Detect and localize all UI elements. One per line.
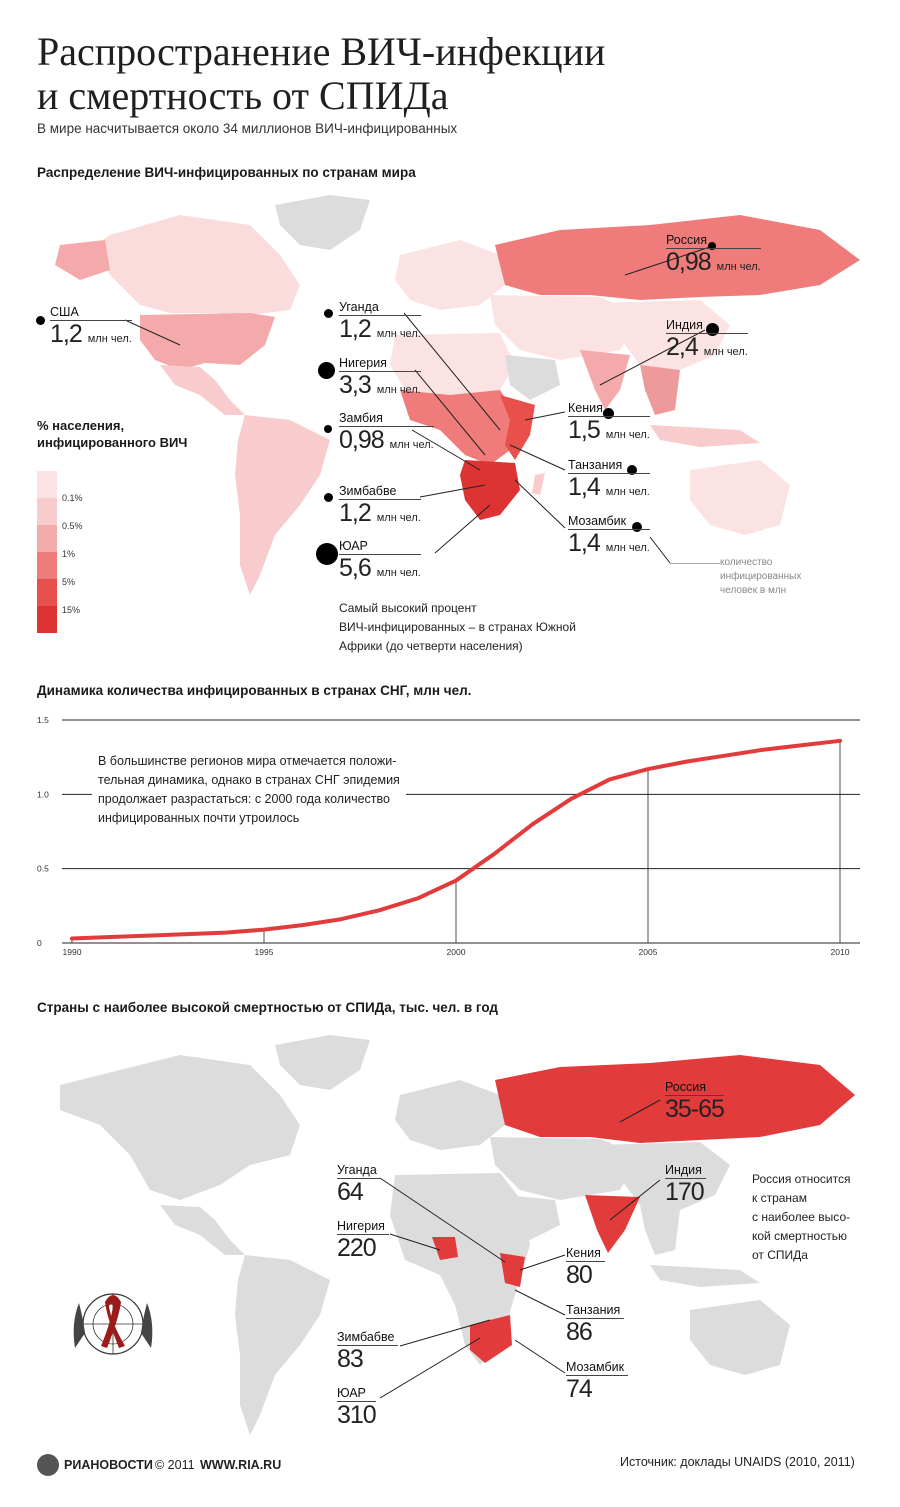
south-america-shape (235, 1255, 330, 1435)
arabia-shape (505, 355, 560, 400)
cis-chart-note: В большинстве регионов мира отмечается п… (92, 748, 406, 832)
footer-url[interactable]: WWW.RIA.RU (200, 1458, 282, 1472)
europe-shape (395, 1080, 505, 1150)
map2-section-title: Страны с наиболее высокой смертностью от… (37, 1000, 499, 1015)
y-tick-label: 1.0 (37, 789, 49, 799)
y-tick-label: 0 (37, 938, 42, 948)
southeast-asia-shape (640, 1205, 680, 1255)
m2-label-russia: Россия 35-65 (665, 1080, 725, 1123)
m2-label-uganda: Уганда 64 (337, 1163, 381, 1205)
legend-swatch-0 (37, 471, 57, 498)
x-tick-label: 1990 (63, 947, 82, 957)
east-africa-shape (500, 1253, 525, 1287)
m2-label-tanzania: Танзания 86 (566, 1303, 625, 1345)
australia-shape (690, 1300, 790, 1375)
india-dot (706, 323, 719, 336)
zimbabwe-dot (324, 493, 333, 502)
madagascar-shape (532, 473, 545, 495)
label-zimbabwe: Зимбабве 1,2 млн чел. (339, 484, 421, 527)
map1-section-title: Распределение ВИЧ-инфицированных по стра… (37, 165, 416, 180)
east-africa-shape (500, 395, 535, 460)
cis-chart-title: Динамика количества инфицированных в стр… (37, 683, 472, 698)
legend-swatch-1 (37, 498, 57, 525)
page-title: Распространение ВИЧ-инфекции и смертност… (37, 30, 797, 118)
rsa-dot (316, 543, 338, 565)
color-legend-title: % населения, инфицированного ВИЧ (37, 418, 188, 450)
dot-legend-line (670, 563, 720, 564)
central-america-shape (160, 1205, 245, 1255)
mozambique-dot (632, 522, 642, 532)
tanzania-dot (627, 465, 637, 475)
usa-shape (140, 313, 275, 370)
m2-label-india: Индия 170 (665, 1163, 706, 1205)
india-shape (585, 1195, 640, 1253)
label-uganda: Уганда 1,2 млн чел. (339, 300, 421, 343)
southern-africa-shape (460, 460, 520, 520)
m2-label-nigeria: Нигерия 220 (337, 1219, 389, 1261)
central-asia-shape (490, 1137, 640, 1200)
dot-legend: количество инфицированных человек в млн (720, 557, 802, 596)
ria-logo-icon (37, 1454, 59, 1476)
legend-label-2: 1% (62, 549, 76, 559)
label-mozambique: Мозамбик 1,4 млн чел. (568, 514, 650, 557)
south-america-shape (235, 415, 330, 595)
legend-swatch-2 (37, 525, 57, 552)
nigeria-dot (318, 362, 335, 379)
map1-note: Самый высокий процент ВИЧ-инфицированных… (339, 601, 576, 653)
label-kenya: Кения 1,5 млн чел. (568, 401, 650, 444)
m2-label-zimbabwe: Зимбабве 83 (337, 1330, 399, 1372)
x-tick-label: 2000 (447, 947, 466, 957)
y-tick-label: 0.5 (37, 864, 49, 874)
x-tick-label: 2005 (639, 947, 658, 957)
footer-copyright: © 2011 (155, 1458, 195, 1472)
x-tick-label: 1995 (255, 947, 274, 957)
title-line-1: Распространение ВИЧ-инфекции (37, 29, 606, 74)
north-america-shape (95, 215, 300, 315)
usa-dot (36, 316, 45, 325)
legend-swatch-5 (37, 606, 57, 633)
north-america-shape (60, 1055, 300, 1200)
legend-label-0: 0.1% (62, 493, 83, 503)
title-line-2: и смертность от СПИДа (37, 73, 449, 118)
russia-dot (708, 242, 716, 250)
map2-note: Россия относится к странам с наиболее вы… (752, 1172, 851, 1262)
greenland-shape (275, 1035, 370, 1090)
m2-label-mozambique: Мозамбик 74 (566, 1360, 629, 1402)
label-zambia: Замбия 0,98 млн чел. (339, 411, 434, 454)
arabia-shape (505, 1195, 560, 1240)
m2-label-rsa: ЮАР 310 (337, 1386, 377, 1429)
alaska-shape (55, 240, 110, 280)
indonesia-shape (650, 425, 760, 447)
indonesia-shape (650, 1265, 760, 1287)
m2-label-kenya: Кения 80 (566, 1246, 605, 1288)
label-nigeria: Нигерия 3,3 млн чел. (339, 356, 421, 399)
legend-label-4: 15% (62, 605, 81, 615)
legend-swatch-4 (37, 579, 57, 606)
label-india: Индия 2,4 млн чел. (666, 318, 748, 361)
series-line (70, 738, 842, 941)
y-tick-label: 1.5 (37, 715, 49, 725)
greenland-shape (275, 195, 370, 250)
cis-line-chart: 0 0.5 1.0 1.5 1990 1995 2000 2005 2010 (37, 715, 860, 957)
zambia-dot (324, 425, 332, 433)
kenya-dot (603, 408, 614, 419)
legend-label-3: 5% (62, 577, 76, 587)
label-russia: Россия 0,98 млн чел. (666, 233, 761, 276)
uganda-dot (324, 309, 333, 318)
legend-swatch-3 (37, 552, 57, 579)
russia-shape (495, 1055, 855, 1143)
page-subtitle: В мире насчитывается около 34 миллионов … (37, 121, 458, 136)
un-red-ribbon-emblem (73, 1293, 153, 1355)
label-tanzania: Танзания 1,4 млн чел. (568, 458, 650, 501)
central-america-shape (160, 365, 245, 415)
legend-label-1: 0.5% (62, 521, 83, 531)
footer-source: Источник: доклады UNAIDS (2010, 2011) (620, 1455, 855, 1469)
label-usa: США 1,2 млн чел. (50, 305, 132, 348)
x-tick-label: 2010 (831, 947, 850, 957)
color-legend (37, 471, 57, 633)
footer-brand: РИАНОВОСТИ (64, 1458, 153, 1472)
label-rsa: ЮАР 5,6 млн чел. (339, 539, 421, 582)
europe-shape (395, 240, 505, 310)
australia-shape (690, 460, 790, 535)
